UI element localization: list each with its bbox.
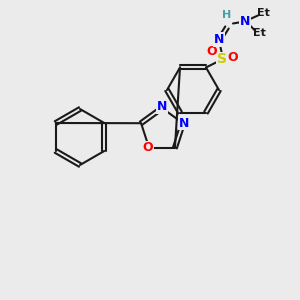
Text: N: N — [240, 15, 250, 28]
Text: Et: Et — [256, 8, 269, 19]
Text: O: O — [207, 45, 217, 58]
Text: N: N — [157, 100, 167, 113]
Text: N: N — [179, 117, 189, 130]
Text: N: N — [214, 33, 224, 46]
Text: H: H — [222, 11, 232, 20]
Text: Et: Et — [253, 28, 266, 38]
Text: O: O — [228, 51, 238, 64]
Text: S: S — [217, 52, 227, 67]
Text: O: O — [143, 141, 153, 154]
